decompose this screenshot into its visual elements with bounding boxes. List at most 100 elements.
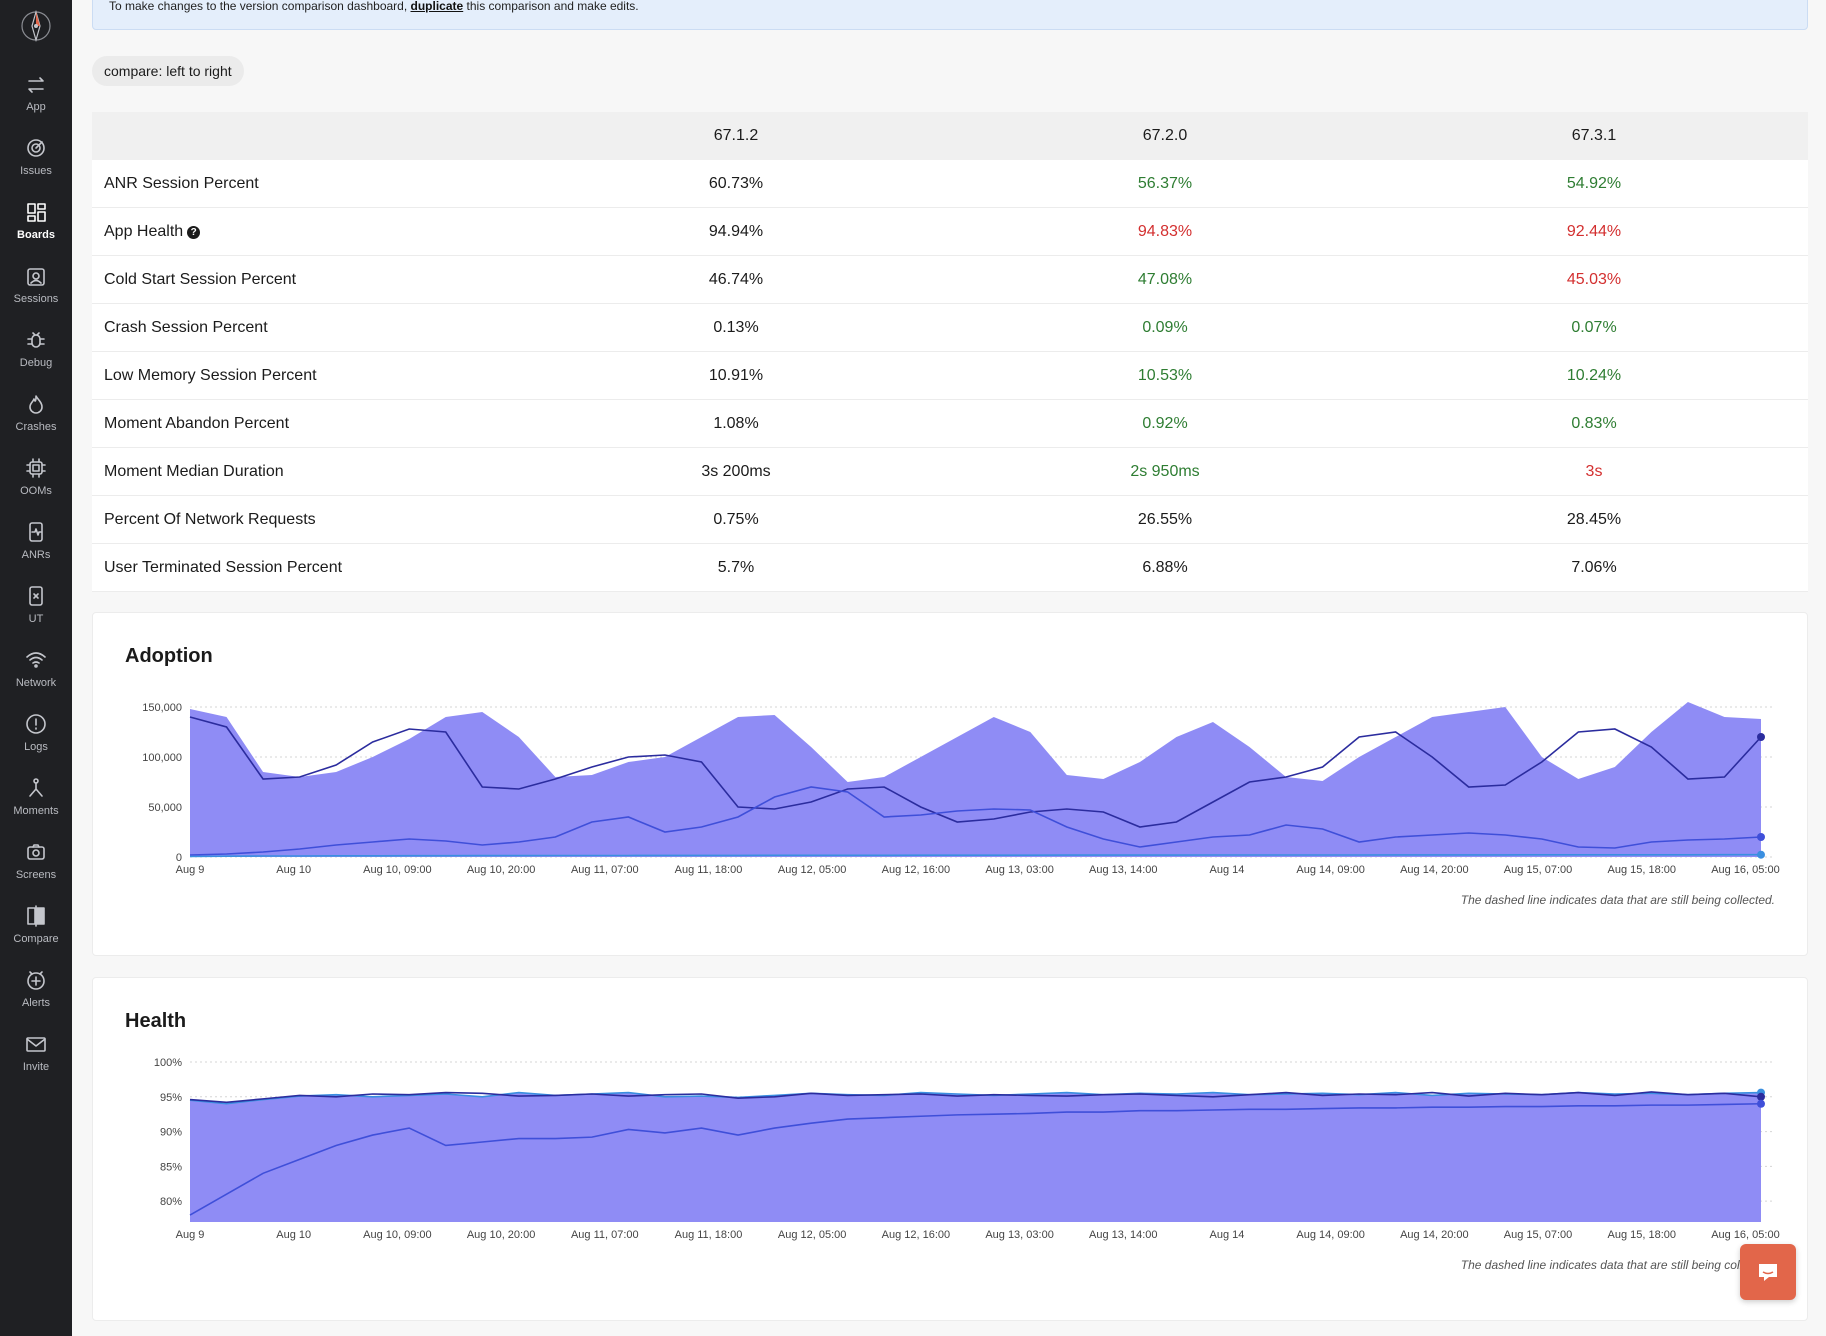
phone-pulse-icon — [29, 522, 43, 542]
series-line — [189, 716, 1762, 828]
metric-label: User Terminated Session Percent — [104, 559, 343, 576]
series-line — [189, 1091, 1762, 1104]
adoption-note: The dashed line indicates data that are … — [1460, 893, 1775, 907]
metric-value: 92.44% — [1566, 223, 1622, 240]
metric-value: 94.94% — [708, 223, 764, 240]
metric-value: 0.07% — [1571, 319, 1617, 336]
chip-icon — [26, 458, 46, 478]
sidebar-item-alerts[interactable]: Alerts — [0, 969, 72, 1029]
metric-name: Crash Session Percent — [104, 304, 268, 352]
metric-value: 56.37% — [1137, 175, 1193, 192]
sessions-icon — [27, 268, 45, 286]
x-tick-label: Aug 14, 09:00 — [1296, 864, 1365, 876]
health-chart[interactable]: 80% 85% 90% 95% 100% Aug 9 Aug 10 Aug 10, 09:00… — [93, 978, 1809, 1322]
version-header: 67.1.2 — [713, 127, 759, 144]
sidebar-item-boards[interactable]: Boards — [0, 201, 72, 261]
sidebar-item-anrs[interactable]: ANRs — [0, 521, 72, 581]
series-end-point[interactable] — [1757, 1092, 1765, 1101]
series-end-point[interactable] — [1757, 733, 1765, 741]
target-icon — [27, 139, 45, 157]
health-title: Health — [125, 1010, 187, 1032]
duplicate-link[interactable]: duplicate — [410, 0, 464, 13]
adoption-title: Adoption — [125, 645, 213, 667]
series-end-point[interactable] — [1757, 850, 1765, 859]
sidebar-item-debug[interactable]: Debug — [0, 329, 72, 389]
mail-icon — [26, 1037, 46, 1052]
x-tick-label: Aug 13, 14:00 — [1089, 1229, 1158, 1241]
metric-value: 0.92% — [1142, 415, 1188, 432]
sidebar-item-app[interactable]: App — [0, 73, 72, 133]
chat-button[interactable] — [1740, 1244, 1796, 1300]
banner-suffix: this comparison and make edits. — [466, 0, 639, 13]
help-icon[interactable]: ? — [187, 226, 201, 239]
compass-logo-icon[interactable] — [18, 8, 54, 44]
metric-label: App Health — [104, 223, 184, 240]
metric-name: Percent Of Network Requests — [104, 496, 316, 544]
sidebar-item-screens[interactable]: Screens — [0, 841, 72, 901]
sidebar-item-sessions[interactable]: Sessions — [0, 265, 72, 325]
boards-grid-icon — [27, 203, 46, 222]
table-row: Moment Median Duration 3s 200ms 2s 950ms 3s — [92, 448, 1808, 496]
sidebar-item-issues[interactable]: Issues — [0, 137, 72, 197]
sidebar-item-label: Alerts — [21, 997, 51, 1009]
sidebar-item-logs[interactable]: Logs — [0, 713, 72, 773]
series-line — [189, 853, 1761, 858]
sidebar-item-moments[interactable]: Moments — [0, 777, 72, 837]
series-end-point[interactable] — [1757, 833, 1765, 841]
x-tick-label: Aug 13, 14:00 — [1089, 864, 1158, 876]
metric-label: Crash Session Percent — [104, 319, 268, 336]
x-tick-label: Aug 15, 07:00 — [1504, 1229, 1573, 1241]
x-tick-label: Aug 14, 20:00 — [1400, 864, 1469, 876]
banner-text: To make changes to the version compariso… — [109, 0, 408, 13]
x-tick-label: Aug 10, 09:00 — [363, 864, 432, 876]
sidebar-item-label: Debug — [19, 357, 53, 369]
y-tick-label: 90% — [160, 1127, 182, 1139]
table-row: ANR Session Percent 60.73% 56.37% 54.92% — [92, 160, 1808, 208]
health-note: The dashed line indicates data that are … — [1460, 1258, 1775, 1272]
metric-label: ANR Session Percent — [104, 175, 259, 192]
series-area — [190, 702, 1761, 857]
x-tick-label: Aug 12, 05:00 — [778, 1229, 847, 1241]
x-tick-label: Aug 14 — [1210, 1229, 1245, 1241]
table-row: App Health? 94.94% 94.83% 92.44% — [92, 208, 1808, 256]
x-tick-label: Aug 14 — [1210, 864, 1245, 876]
metric-value: 10.24% — [1566, 367, 1622, 384]
sidebar-item-ooms[interactable]: OOMs — [0, 457, 72, 517]
sidebar-item-label: ANRs — [21, 549, 51, 561]
compare-direction-chip[interactable]: compare: left to right — [92, 56, 244, 86]
phone-x-icon — [29, 586, 43, 606]
sidebar: App Issues Boards Sessions Debug Crashes OOMs A… — [0, 0, 72, 1336]
x-tick-label: Aug 12, 16:00 — [882, 1229, 951, 1241]
metric-name: Moment Median Duration — [104, 448, 284, 496]
x-tick-label: Aug 16, 05:00 — [1711, 1229, 1780, 1241]
series-end-point[interactable] — [1757, 1099, 1765, 1108]
metric-value: 2s 950ms — [1130, 463, 1200, 480]
adoption-chart[interactable]: 0 50,000 100,000 150,000 Aug 9 Aug 10 Aug 10, … — [93, 613, 1809, 957]
x-tick-label: Aug 15, 18:00 — [1607, 864, 1676, 876]
sidebar-item-invite[interactable]: Invite — [0, 1033, 72, 1093]
metric-value: 28.45% — [1566, 511, 1622, 528]
metric-value: 1.08% — [713, 415, 759, 432]
x-tick-label: Aug 13, 03:00 — [985, 1229, 1054, 1241]
metric-label: Low Memory Session Percent — [104, 367, 317, 384]
swap-arrows-icon — [28, 77, 44, 93]
version-header: 67.3.1 — [1571, 127, 1617, 144]
sidebar-item-ut[interactable]: UT — [0, 585, 72, 645]
y-tick-label: 100,000 — [142, 752, 182, 764]
series-line — [189, 1102, 1762, 1216]
metric-name: Moment Abandon Percent — [104, 400, 289, 448]
metric-value: 0.09% — [1142, 319, 1188, 336]
metric-value: 10.53% — [1137, 367, 1193, 384]
metric-value: 0.13% — [713, 319, 759, 336]
table-row: Crash Session Percent 0.13% 0.09% 0.07% — [92, 304, 1808, 352]
series-line — [189, 786, 1762, 856]
y-tick-label: 0 — [176, 852, 182, 864]
metric-value: 5.7% — [717, 559, 755, 576]
sidebar-item-label: Moments — [13, 805, 59, 817]
metric-value: 7.06% — [1571, 559, 1617, 576]
sidebar-item-label: Screens — [15, 869, 57, 881]
alert-plus-icon — [27, 971, 45, 990]
sidebar-item-crashes[interactable]: Crashes — [0, 393, 72, 453]
sidebar-item-network[interactable]: Network — [0, 649, 72, 709]
sidebar-item-compare[interactable]: Compare — [0, 905, 72, 965]
